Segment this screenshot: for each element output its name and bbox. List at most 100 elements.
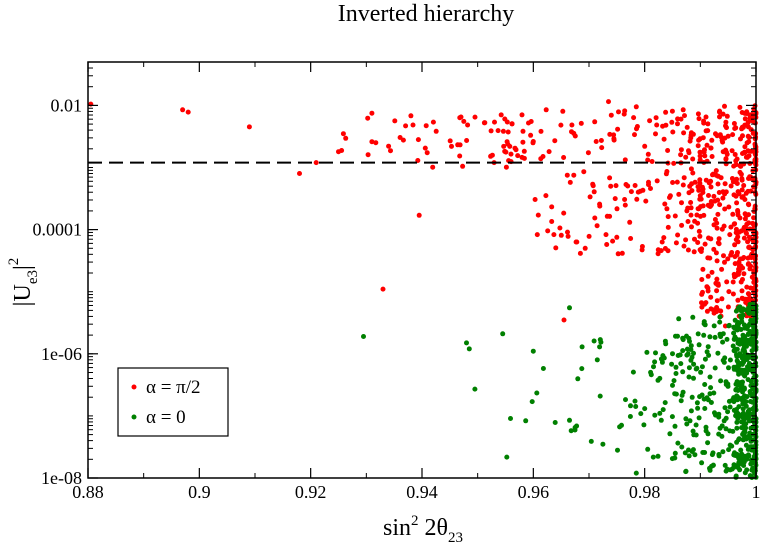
- green-data-point: [740, 389, 745, 395]
- red-data-point: [612, 196, 618, 202]
- green-data-point: [730, 428, 736, 434]
- red-data-point: [720, 111, 726, 117]
- red-data-point: [745, 291, 751, 297]
- green-data-point: [707, 467, 713, 473]
- red-data-point: [724, 279, 730, 285]
- red-data-point: [740, 194, 746, 200]
- green-data-point: [742, 421, 748, 427]
- red-data-point: [632, 183, 638, 188]
- green-data-point: [734, 425, 740, 431]
- green-data-point: [627, 414, 633, 419]
- green-data-point: [530, 348, 536, 354]
- green-data-point: [669, 361, 675, 367]
- red-data-point: [683, 237, 689, 243]
- green-data-point: [743, 425, 749, 431]
- red-data-point: [732, 152, 738, 157]
- red-data-point: [508, 151, 514, 157]
- red-data-point: [505, 129, 511, 135]
- red-data-point: [688, 166, 694, 172]
- red-data-point: [639, 247, 645, 253]
- green-data-point: [594, 357, 600, 363]
- red-data-point: [343, 135, 349, 141]
- red-data-point: [373, 140, 379, 146]
- red-data-point: [715, 181, 721, 187]
- red-data-point: [628, 236, 634, 241]
- red-data-point: [659, 239, 665, 245]
- green-data-point: [736, 460, 742, 466]
- red-data-point: [708, 184, 714, 190]
- red-data-point: [735, 208, 741, 213]
- red-data-point: [672, 213, 678, 219]
- green-data-point: [691, 361, 697, 367]
- green-data-point: [746, 418, 752, 424]
- green-data-point: [747, 407, 752, 413]
- red-data-point: [739, 295, 745, 301]
- red-data-point: [736, 191, 742, 197]
- green-data-point: [740, 347, 746, 353]
- red-data-point: [697, 149, 703, 155]
- green-data-point: [597, 393, 603, 399]
- red-data-point: [681, 243, 687, 249]
- red-data-point: [430, 164, 436, 170]
- red-data-point: [709, 137, 715, 143]
- red-data-point: [613, 183, 619, 189]
- legend-marker-alpha-pi-half: [131, 384, 137, 390]
- red-data-point: [640, 187, 646, 193]
- red-data-point: [571, 172, 577, 178]
- red-data-point: [700, 135, 706, 141]
- y-axis-label: |Ue3|2: [6, 258, 41, 307]
- green-data-point: [662, 400, 668, 406]
- red-data-point: [692, 236, 697, 242]
- red-data-point: [708, 294, 714, 300]
- red-data-point: [492, 119, 497, 125]
- red-data-point: [680, 107, 686, 113]
- red-data-point: [704, 284, 710, 290]
- red-data-point: [663, 122, 669, 128]
- green-data-point: [734, 419, 740, 425]
- y-tick-label: 1e-06: [41, 344, 82, 364]
- green-data-point: [742, 429, 748, 435]
- red-data-point: [716, 236, 722, 242]
- red-data-point: [738, 163, 744, 169]
- green-data-point: [633, 404, 639, 409]
- green-data-point: [702, 356, 708, 362]
- red-data-point: [560, 108, 566, 114]
- red-data-point: [714, 288, 720, 294]
- green-data-point: [641, 422, 647, 428]
- red-data-point: [607, 175, 613, 181]
- green-data-point: [724, 466, 730, 472]
- red-data-point: [564, 172, 570, 178]
- red-data-point: [679, 200, 684, 206]
- red-data-point: [713, 168, 719, 174]
- red-data-point: [731, 121, 737, 126]
- green-data-point: [712, 365, 718, 371]
- green-data-point: [749, 336, 754, 342]
- red-data-point: [688, 200, 694, 205]
- red-data-point: [643, 198, 649, 204]
- red-data-point: [543, 107, 549, 113]
- red-data-point: [365, 152, 371, 158]
- y-label-sub: e3: [25, 270, 41, 284]
- red-data-point: [449, 143, 454, 149]
- red-data-point: [488, 128, 494, 134]
- red-data-point: [751, 268, 757, 274]
- red-data-point: [742, 226, 748, 232]
- red-data-point: [692, 218, 698, 224]
- green-data-point: [682, 450, 688, 456]
- green-data-point: [579, 344, 585, 350]
- green-data-point: [690, 447, 696, 453]
- red-data-point: [705, 288, 711, 294]
- red-data-point: [738, 171, 744, 177]
- red-data-point: [714, 258, 720, 264]
- green-data-point: [716, 431, 722, 437]
- red-data-point: [482, 120, 488, 126]
- green-data-point: [680, 369, 686, 375]
- green-data-point: [686, 447, 691, 453]
- red-data-point: [736, 229, 742, 235]
- red-data-point: [722, 206, 728, 212]
- red-data-point: [593, 139, 599, 144]
- red-data-point: [697, 180, 703, 186]
- red-data-point: [430, 119, 436, 125]
- green-data-point: [699, 460, 705, 466]
